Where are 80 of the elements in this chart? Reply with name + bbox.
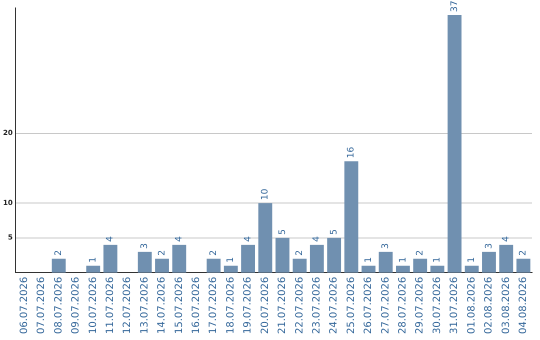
bar bbox=[241, 244, 256, 273]
x-tick-label: 06.07.2026 bbox=[18, 276, 30, 334]
x-tick-label: 27.07.2026 bbox=[380, 276, 392, 334]
x-tick-label: 15.07.2026 bbox=[174, 276, 185, 334]
x-tick-label: 03.08.2026 bbox=[500, 276, 512, 334]
data-label: 1 bbox=[226, 257, 236, 263]
bar bbox=[430, 266, 444, 273]
x-tick-label: 29.07.2026 bbox=[414, 276, 426, 334]
bar bbox=[448, 14, 462, 273]
x-tick-label: 20.07.2026 bbox=[260, 276, 271, 334]
bar bbox=[378, 252, 393, 273]
data-label: 2 bbox=[415, 250, 426, 256]
bar bbox=[482, 252, 496, 273]
x-tick-label: 11.07.2026 bbox=[104, 276, 116, 334]
data-label: 2 bbox=[295, 250, 306, 256]
bar bbox=[344, 161, 358, 273]
data-label: 1 bbox=[364, 257, 374, 263]
bar bbox=[258, 203, 272, 273]
bar bbox=[499, 244, 514, 273]
x-tick-label: 22.07.2026 bbox=[294, 276, 306, 334]
bar bbox=[52, 258, 66, 273]
bar bbox=[138, 252, 152, 273]
data-label: 3 bbox=[381, 243, 392, 249]
x-tick-label: 10.07.2026 bbox=[88, 276, 99, 334]
bar bbox=[396, 266, 410, 273]
data-label: 16 bbox=[346, 146, 357, 158]
x-tick-label: 30.07.2026 bbox=[432, 276, 443, 334]
x-tick-label: 14.07.2026 bbox=[156, 276, 168, 334]
x-tick-label: 02.08.2026 bbox=[484, 276, 495, 334]
bar bbox=[103, 244, 118, 273]
x-tick-label: 18.07.2026 bbox=[225, 276, 236, 334]
x-tick-label: 12.07.2026 bbox=[122, 276, 134, 334]
data-label: 4 bbox=[106, 236, 116, 242]
bar bbox=[276, 238, 290, 273]
x-tick-label: 09.07.2026 bbox=[70, 276, 82, 334]
data-label: 3 bbox=[484, 243, 494, 249]
data-label: 3 bbox=[140, 243, 150, 249]
data-label: 2 bbox=[157, 250, 168, 256]
x-tick-label: 25.07.2026 bbox=[346, 276, 357, 334]
data-label: 10 bbox=[260, 188, 271, 200]
data-label: 37 bbox=[450, 0, 460, 12]
x-tick-label: 23.07.2026 bbox=[311, 276, 322, 334]
data-label: 4 bbox=[502, 236, 512, 242]
x-tick-label: 07.07.2026 bbox=[36, 276, 48, 334]
bar bbox=[362, 266, 376, 273]
bar bbox=[327, 238, 342, 273]
bar bbox=[206, 258, 221, 273]
x-tick-label: 04.08.2026 bbox=[518, 276, 529, 334]
bar bbox=[155, 258, 169, 273]
data-label: 1 bbox=[88, 257, 99, 263]
data-label: 5 bbox=[329, 229, 340, 235]
x-tick-label: 17.07.2026 bbox=[208, 276, 220, 334]
data-label: 4 bbox=[243, 236, 254, 242]
bar bbox=[516, 258, 530, 273]
data-label: 5 bbox=[278, 229, 288, 235]
x-tick-label: 31.07.2026 bbox=[449, 276, 460, 334]
data-label: 4 bbox=[312, 236, 322, 242]
data-label: 1 bbox=[398, 257, 408, 263]
x-tick-label: 21.07.2026 bbox=[277, 276, 288, 334]
bar bbox=[464, 266, 479, 273]
x-tick-label: 19.07.2026 bbox=[242, 276, 254, 334]
bar bbox=[86, 266, 100, 273]
x-tick-label: 16.07.2026 bbox=[191, 276, 202, 334]
bar bbox=[310, 244, 324, 273]
data-label: 1 bbox=[467, 257, 478, 263]
data-label: 4 bbox=[174, 236, 185, 242]
data-label: 1 bbox=[432, 257, 443, 263]
x-tick-label: 08.07.2026 bbox=[53, 276, 64, 334]
x-tick-label: 01.08.2026 bbox=[466, 276, 478, 334]
data-label: 2 bbox=[54, 250, 64, 256]
x-tick-label: 13.07.2026 bbox=[139, 276, 150, 334]
bar bbox=[413, 258, 428, 273]
bar bbox=[172, 244, 186, 273]
bar bbox=[224, 266, 238, 273]
x-tick-label: 26.07.2026 bbox=[363, 276, 374, 334]
bar bbox=[292, 258, 307, 273]
data-label: 2 bbox=[518, 250, 529, 256]
x-tick-label: 28.07.2026 bbox=[398, 276, 409, 334]
data-label: 2 bbox=[208, 250, 219, 256]
x-tick-label: 24.07.2026 bbox=[328, 276, 340, 334]
